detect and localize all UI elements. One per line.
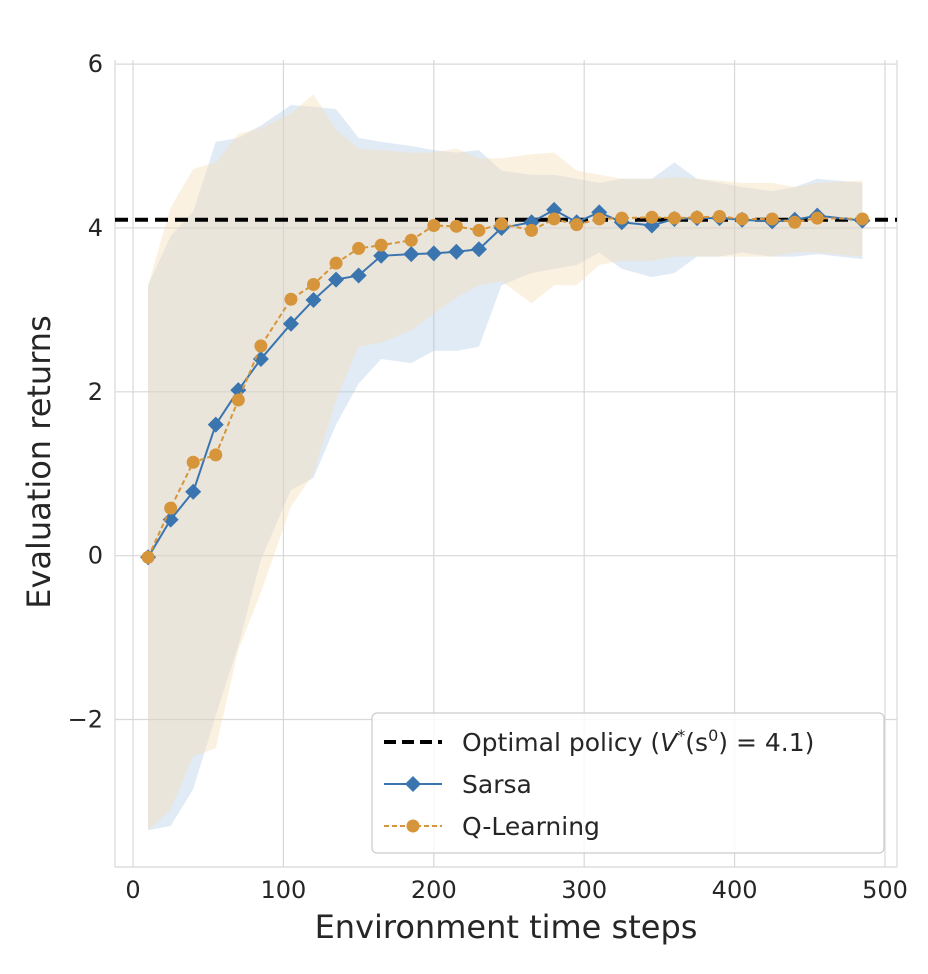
x-tick-label-2: 200 xyxy=(411,876,457,904)
point-sarsa-9 xyxy=(350,267,367,284)
point-q-learning-15 xyxy=(494,217,508,231)
x-tick-label-5: 500 xyxy=(862,876,908,904)
point-sarsa-4 xyxy=(230,382,247,399)
point-sarsa-2 xyxy=(185,483,202,500)
band-sarsa xyxy=(148,105,863,831)
y-axis-label: Evaluation returns xyxy=(20,315,58,609)
point-q-learning-3 xyxy=(209,448,223,462)
point-q-learning-12 xyxy=(427,218,441,232)
point-q-learning-20 xyxy=(615,211,629,225)
point-q-learning-10 xyxy=(374,238,388,252)
legend: Optimal policy (V*(s0) = 4.1) Sarsa Q-Le… xyxy=(371,712,885,854)
legend-box xyxy=(371,712,885,854)
point-q-learning-5 xyxy=(254,339,268,353)
point-q-learning-16 xyxy=(525,223,539,237)
y-tick-label-4: 6 xyxy=(88,50,103,78)
x-tick-label-4: 400 xyxy=(712,876,758,904)
point-q-learning-24 xyxy=(713,209,727,223)
point-sarsa-1 xyxy=(162,511,179,528)
point-sarsa-14 xyxy=(470,241,487,258)
point-q-learning-6 xyxy=(284,292,298,306)
point-q-learning-0 xyxy=(141,550,155,564)
x-tick-label-1: 100 xyxy=(261,876,307,904)
point-sarsa-6 xyxy=(282,315,299,332)
point-sarsa-13 xyxy=(448,243,465,260)
point-sarsa-8 xyxy=(328,271,345,288)
x-tick-label-3: 300 xyxy=(561,876,607,904)
y-tick-label-1: 0 xyxy=(88,542,103,570)
y-tick-label-2: 2 xyxy=(88,378,103,406)
point-q-learning-23 xyxy=(690,210,704,224)
point-q-learning-28 xyxy=(810,211,824,225)
point-q-learning-4 xyxy=(231,393,245,407)
legend-qlearning-swatch-marker xyxy=(406,819,420,833)
point-q-learning-18 xyxy=(570,218,584,232)
point-sarsa-12 xyxy=(425,245,442,262)
legend-qlearning-label: Q-Learning xyxy=(462,812,600,841)
series-lines xyxy=(140,201,871,566)
point-q-learning-26 xyxy=(765,212,779,226)
point-q-learning-7 xyxy=(307,277,321,291)
point-sarsa-11 xyxy=(403,246,420,263)
point-q-learning-21 xyxy=(645,210,659,224)
point-sarsa-10 xyxy=(373,247,390,264)
band-q-learning xyxy=(148,94,863,831)
point-q-learning-25 xyxy=(735,212,749,226)
legend-optimal-label: Optimal policy (V*(s0) = 4.1) xyxy=(462,726,814,757)
point-q-learning-9 xyxy=(352,241,366,255)
point-q-learning-27 xyxy=(788,215,802,229)
point-q-learning-29 xyxy=(855,212,869,226)
tick-labels: 0 100 200 300 400 500 −2 0 2 4 6 xyxy=(68,50,908,904)
point-q-learning-8 xyxy=(329,256,343,270)
confidence-bands xyxy=(148,94,863,831)
point-q-learning-1 xyxy=(164,501,178,515)
y-tick-label-0: −2 xyxy=(68,706,103,734)
legend-sarsa-label: Sarsa xyxy=(462,770,532,799)
x-tick-label-0: 0 xyxy=(125,876,140,904)
y-tick-label-3: 4 xyxy=(88,214,103,242)
point-sarsa-3 xyxy=(207,416,224,433)
point-q-learning-19 xyxy=(592,212,606,226)
point-q-learning-22 xyxy=(667,211,681,225)
point-q-learning-14 xyxy=(472,223,486,237)
point-q-learning-2 xyxy=(186,455,200,469)
point-q-learning-17 xyxy=(547,212,561,226)
legend-sarsa-swatch-marker xyxy=(405,776,421,792)
point-q-learning-13 xyxy=(449,219,463,233)
point-q-learning-11 xyxy=(404,233,418,247)
point-sarsa-7 xyxy=(305,292,322,309)
x-axis-label: Environment time steps xyxy=(315,908,698,946)
